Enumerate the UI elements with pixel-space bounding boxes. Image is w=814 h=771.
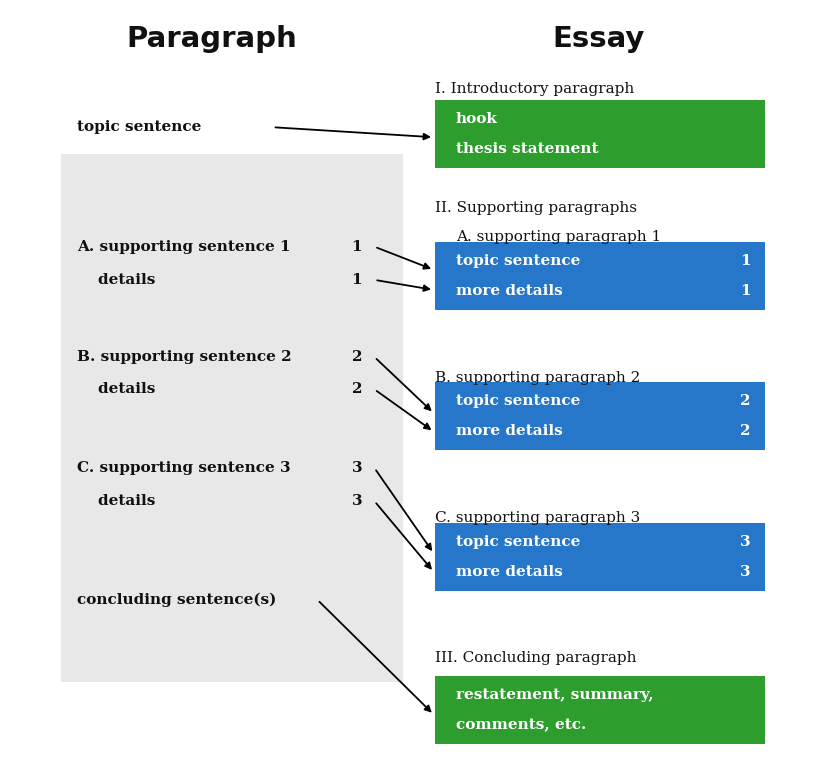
Text: more details: more details [456, 424, 562, 438]
Text: I. Introductory paragraph: I. Introductory paragraph [435, 82, 635, 96]
Text: hook: hook [456, 113, 497, 126]
Text: 1: 1 [352, 273, 362, 287]
Bar [61, 154, 403, 682]
Text: 1: 1 [740, 254, 751, 268]
Text: 2: 2 [352, 382, 362, 396]
Text: 1: 1 [352, 240, 362, 254]
Text: more details: more details [456, 284, 562, 298]
Bar [435, 100, 765, 168]
Text: 3: 3 [740, 535, 751, 549]
Text: Essay: Essay [552, 25, 645, 52]
Text: 2: 2 [352, 350, 362, 364]
Bar [435, 382, 765, 450]
Text: details: details [77, 273, 155, 287]
Bar [435, 242, 765, 310]
Text: 3: 3 [740, 564, 751, 578]
Text: II. Supporting paragraphs: II. Supporting paragraphs [435, 201, 637, 215]
Text: details: details [77, 382, 155, 396]
Text: III. Concluding paragraph: III. Concluding paragraph [435, 651, 637, 665]
Text: restatement, summary,: restatement, summary, [456, 689, 654, 702]
Text: topic sentence: topic sentence [456, 395, 580, 409]
Text: thesis statement: thesis statement [456, 142, 598, 156]
Text: more details: more details [456, 564, 562, 578]
Text: details: details [77, 494, 155, 508]
Text: B. supporting sentence 2: B. supporting sentence 2 [77, 350, 292, 364]
Bar [435, 676, 765, 744]
Text: topic sentence: topic sentence [456, 535, 580, 549]
Text: C. supporting paragraph 3: C. supporting paragraph 3 [435, 511, 641, 525]
Text: A. supporting paragraph 1: A. supporting paragraph 1 [456, 230, 661, 244]
Text: concluding sentence(s): concluding sentence(s) [77, 593, 277, 607]
Text: C. supporting sentence 3: C. supporting sentence 3 [77, 461, 291, 475]
Text: 2: 2 [740, 395, 751, 409]
Text: 1: 1 [740, 284, 751, 298]
Text: A. supporting sentence 1: A. supporting sentence 1 [77, 240, 291, 254]
Text: comments, etc.: comments, etc. [456, 718, 586, 732]
Text: 2: 2 [740, 424, 751, 438]
Text: topic sentence: topic sentence [456, 254, 580, 268]
Text: 3: 3 [352, 461, 362, 475]
Bar [435, 523, 765, 591]
Text: B. supporting paragraph 2: B. supporting paragraph 2 [435, 371, 641, 385]
Text: 3: 3 [352, 494, 362, 508]
Text: topic sentence: topic sentence [77, 120, 202, 134]
Text: Paragraph: Paragraph [126, 25, 297, 52]
